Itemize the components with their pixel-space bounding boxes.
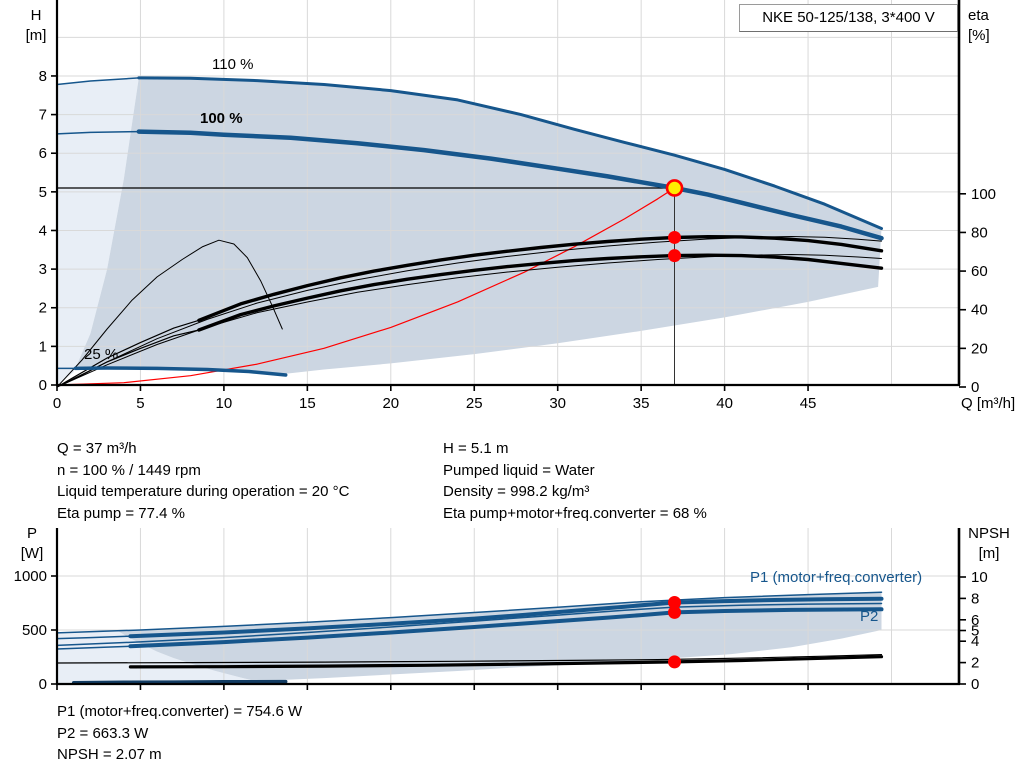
info-line: Eta pump+motor+freq.converter = 68 % (443, 504, 707, 522)
info-line: Q = 37 m³/h (57, 440, 137, 457)
speed-envelope-dark (75, 77, 882, 374)
tick-label: 2 (39, 300, 47, 317)
flow-axis-title: Q [m³/h] (961, 395, 1016, 412)
info-line: NPSH = 2.07 m (57, 746, 162, 764)
eta-pump-100-thin-curve (56, 319, 200, 388)
tick-label: 5 (971, 623, 979, 640)
tick-label: 15 (299, 395, 316, 412)
tick-label: 40 (971, 302, 988, 319)
npsh-110-curve (56, 653, 883, 664)
tick-label: 5 (136, 395, 144, 412)
tick-label: 0 (971, 379, 979, 396)
tick-label: 20 (382, 395, 399, 412)
p2-110-curve (56, 602, 883, 647)
p1-100-thin-curve (56, 635, 132, 640)
eta-pump-point (668, 230, 682, 244)
info-line: Liquid temperature during operation = 20… (57, 483, 350, 501)
tick-label: 6 (39, 145, 47, 162)
curve-label-100: 100 % (200, 110, 243, 127)
curve-label-p2: P2 (860, 608, 879, 625)
tick-label: 3 (39, 261, 47, 278)
p2-100-curve (128, 607, 884, 649)
info-line: Eta pump = 77.4 % (57, 504, 185, 522)
tick-label: 1 (39, 338, 47, 355)
tick-label: 20 (971, 340, 988, 357)
head-100-curve (136, 129, 884, 241)
curve-label-p1: P1 (motor+freq.converter) (750, 569, 923, 586)
p2-100-thin-curve (56, 645, 132, 650)
head-25-curve (73, 366, 288, 377)
tick-label: 25 (466, 395, 483, 412)
info-line: P1 (motor+freq.converter) = 754.6 W (57, 703, 303, 720)
eta-25-curve (56, 239, 283, 388)
head-110-thin-curve (56, 77, 140, 86)
tick-label: 0 (53, 395, 61, 412)
tick-label: 4 (971, 633, 979, 650)
curve-label-110: 110 % (212, 56, 254, 73)
npsh-axis-title: NPSH [m] (968, 525, 1010, 562)
info-line: Density = 998.2 kg/m³ (443, 483, 590, 501)
info-line: n = 100 % / 1449 rpm (57, 461, 201, 479)
pump-title-box: NKE 50-125/138, 3*400 V (739, 4, 958, 32)
system-curve-curve (56, 187, 676, 386)
tick-label: 100 (971, 186, 996, 203)
tick-label: 40 (716, 395, 733, 412)
tick-label: 5 (39, 184, 47, 201)
power-axis-title: P [W] (20, 525, 44, 562)
p1-point (668, 596, 682, 610)
power-25-curve (71, 679, 288, 685)
eta-total-point (668, 249, 682, 263)
tick-label: 10 (971, 569, 988, 586)
p1-110-curve (56, 591, 883, 634)
tick-label: 7 (39, 107, 47, 124)
tick-label: 35 (633, 395, 650, 412)
tick-label: 6 (971, 612, 979, 629)
tick-label: 0 (39, 676, 47, 693)
tick-label: 45 (800, 395, 817, 412)
eta-total-100-thin-curve (56, 329, 200, 388)
head-axis-title: H [m] (25, 7, 47, 44)
tick-label: 2 (971, 655, 979, 672)
duty-info-left: Q = 37 m³/h n = 100 % / 1449 rpm Liquid te… (57, 438, 349, 524)
tick-label: 0 (971, 676, 979, 693)
head-110-curve (137, 76, 883, 230)
tick-label: 30 (549, 395, 566, 412)
info-line: P2 = 663.3 W (57, 724, 149, 742)
npsh-100-curve (128, 655, 884, 669)
tick-label: 80 (971, 224, 988, 241)
tick-label: 500 (22, 622, 47, 639)
power-info: P1 (motor+freq.converter) = 754.6 W P2 = … (57, 701, 302, 766)
eta-axis-title: eta [%] (968, 7, 990, 44)
head-100-thin-curve (56, 130, 140, 135)
tick-label: 4 (39, 222, 47, 239)
curve-label-25: 25 % (84, 346, 119, 363)
tick-label: 0 (39, 377, 47, 394)
npsh-point (668, 655, 682, 669)
info-line: Pumped liquid = Water (443, 461, 595, 479)
duty-info-right: H = 5.1 m Pumped liquid = Water Density = … (443, 438, 707, 524)
duty-point[interactable] (665, 179, 684, 197)
p1-100-curve (128, 596, 884, 639)
p2-point (668, 605, 682, 619)
eta-total-100-curve (197, 253, 884, 332)
eta-pump-110-curve (56, 236, 882, 388)
tick-label: 8 (39, 68, 47, 85)
tick-label: 10 (216, 395, 233, 412)
tick-label: 8 (971, 590, 979, 607)
eta-pump-100-curve (197, 234, 884, 322)
tick-label: 1000 (14, 568, 47, 585)
tick-label: 60 (971, 263, 988, 280)
info-line: H = 5.1 m (443, 440, 509, 457)
